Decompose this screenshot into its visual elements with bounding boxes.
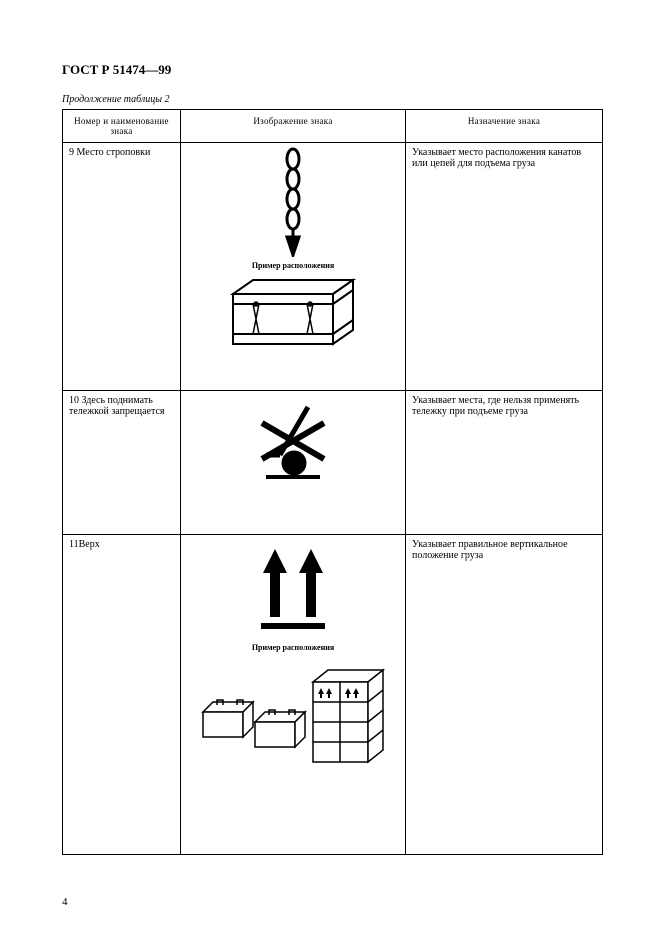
document-title: ГОСТ Р 51474—99 [62,62,603,78]
sign-purpose-cell: Указывает правильное вертикальное положе… [406,535,603,855]
table-header-row: Номер и наименование знака Изображение з… [63,110,603,143]
sign-image-cell: Пример расположения [181,143,406,391]
table-row: 11Верх Пример расположения [63,535,603,855]
header-col2: Изображение знака [181,110,406,143]
sign-image-cell [181,391,406,535]
signs-table: Номер и наименование знака Изображение з… [62,109,603,855]
header-col3: Назначение знака [406,110,603,143]
sign-image-cell: Пример расположения [181,535,406,855]
chain-icon [278,147,308,257]
table-row: 10 Здесь поднимать тележкой запрещается [63,391,603,535]
stacked-boxes-icon [193,652,393,772]
crate-icon [223,270,363,354]
sign-name-cell: 9 Место строповки [63,143,181,391]
image-caption: Пример расположения [187,261,399,270]
sign-purpose-cell: Указывает место расположения канатов или… [406,143,603,391]
sign-name-cell: 10 Здесь поднимать тележкой запрещается [63,391,181,535]
no-handtruck-icon [248,395,338,495]
header-col1: Номер и наименование знака [63,110,181,143]
table-continuation-caption: Продолжение таблицы 2 [62,94,603,105]
image-caption: Пример расположения [187,643,399,652]
sign-name-cell: 11Верх [63,535,181,855]
sign-purpose-cell: Указывает места, где нельзя применять те… [406,391,603,535]
this-way-up-icon [253,539,333,639]
document-page: ГОСТ Р 51474—99 Продолжение таблицы 2 Но… [0,0,661,936]
table-row: 9 Место строповки Пример располо [63,143,603,391]
page-number: 4 [62,896,68,908]
